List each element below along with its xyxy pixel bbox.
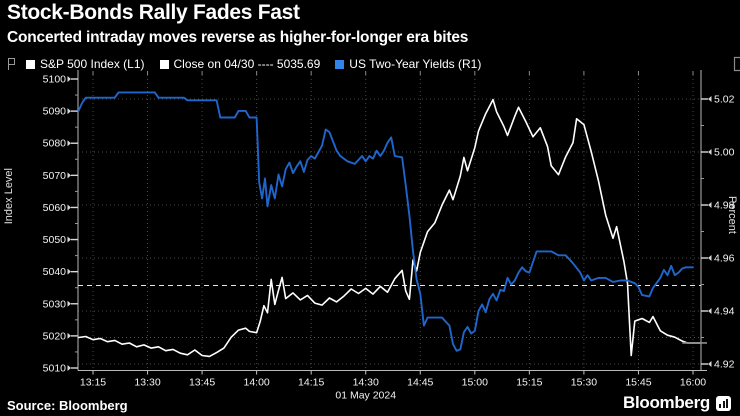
annotation-pin-icon <box>8 58 15 70</box>
x-tick-label: 16:00 <box>680 377 706 389</box>
right-axis-title: Percent <box>726 196 738 234</box>
left-axis-tick-label: 5070 <box>43 170 67 182</box>
x-tick-label: 15:45 <box>625 377 651 389</box>
left-axis-tick-arrow <box>67 268 71 275</box>
page-title: Stock-Bonds Rally Fades Fast <box>7 1 300 24</box>
left-axis-tick-label: 5100 <box>43 74 67 86</box>
x-axis-date-label: 01 May 2024 <box>335 390 396 402</box>
bloomberg-terminal-icon <box>716 395 731 411</box>
left-axis-tick-label: 5040 <box>43 266 67 278</box>
right-axis-tick-arrow <box>708 361 712 367</box>
left-axis-tick-label: 5010 <box>43 363 67 375</box>
right-axis-tick-label: 5.02 <box>714 94 735 106</box>
x-tick-label: 13:15 <box>80 377 106 389</box>
bloomberg-logo: Bloomberg <box>623 393 731 413</box>
right-axis-tick-label: 5.00 <box>714 147 735 159</box>
left-axis-tick-arrow <box>67 236 71 243</box>
x-tick-label: 14:30 <box>353 377 379 389</box>
left-axis-tick-label: 5030 <box>43 298 67 310</box>
legend-label: S&P 500 Index (L1) <box>40 57 145 71</box>
two-year-yield-line <box>77 91 694 352</box>
left-axis-tick-arrow <box>67 108 71 115</box>
left-axis-tick-arrow <box>67 300 71 307</box>
x-tick-label: 13:45 <box>189 377 215 389</box>
right-axis-tick-label: 4.92 <box>714 359 735 371</box>
x-tick-label: 15:30 <box>571 377 597 389</box>
x-tick-label: 14:00 <box>243 377 269 389</box>
bloomberg-wordmark: Bloomberg <box>622 393 710 412</box>
axis-scroll-handle[interactable] <box>733 56 740 72</box>
left-axis-tick-arrow <box>67 172 71 179</box>
right-axis-tick-arrow <box>708 202 712 208</box>
page-subtitle: Concerted intraday moves reverse as high… <box>7 29 469 46</box>
x-tick-label: 14:15 <box>298 377 324 389</box>
yields-swatch-icon <box>335 59 345 69</box>
right-axis-tick-label: 4.96 <box>714 253 735 265</box>
right-axis-tick-label: 4.94 <box>714 306 735 318</box>
left-axis-tick-arrow <box>67 332 71 339</box>
x-tick-label: 15:00 <box>462 377 488 389</box>
left-axis-tick-arrow <box>67 76 71 82</box>
legend-item-close-line[interactable]: Close on 04/30 ---- 5035.69 <box>159 57 321 71</box>
legend-label: US Two-Year Yields (R1) <box>349 57 482 71</box>
right-axis-tick-label: 4.98 <box>714 200 735 212</box>
right-axis-tick-arrow <box>708 255 712 261</box>
left-axis-tick-label: 5060 <box>43 202 67 214</box>
x-tick-label: 13:30 <box>134 377 160 389</box>
legend-item-two-year-yields[interactable]: US Two-Year Yields (R1) <box>335 57 481 71</box>
left-axis-title: Index Level <box>3 168 15 225</box>
left-axis-tick-arrow <box>67 140 71 147</box>
chart-legend: S&P 500 Index (L1) Close on 04/30 ---- 5… <box>6 57 481 71</box>
right-axis-tick-arrow <box>708 96 712 102</box>
legend-label: Close on 04/30 ---- 5035.69 <box>173 57 321 71</box>
left-axis-tick-arrow <box>67 204 71 211</box>
right-axis-tick-arrow <box>708 308 712 314</box>
left-axis-tick-label: 5090 <box>43 106 67 118</box>
left-axis-tick-label: 5050 <box>43 234 67 246</box>
close-line-swatch-icon <box>159 59 169 69</box>
source-note: Source: Bloomberg <box>7 398 128 413</box>
right-axis-tick-arrow <box>708 149 712 155</box>
x-tick-label: 14:45 <box>407 377 433 389</box>
legend-item-sp500[interactable]: S&P 500 Index (L1) <box>26 57 145 71</box>
sp500-line <box>77 98 702 358</box>
left-axis-tick-label: 5080 <box>43 138 67 150</box>
sp500-swatch-icon <box>26 59 35 69</box>
left-axis-tick-label: 5020 <box>43 330 67 342</box>
x-tick-label: 15:15 <box>516 377 542 389</box>
left-axis-tick-arrow <box>67 365 71 371</box>
